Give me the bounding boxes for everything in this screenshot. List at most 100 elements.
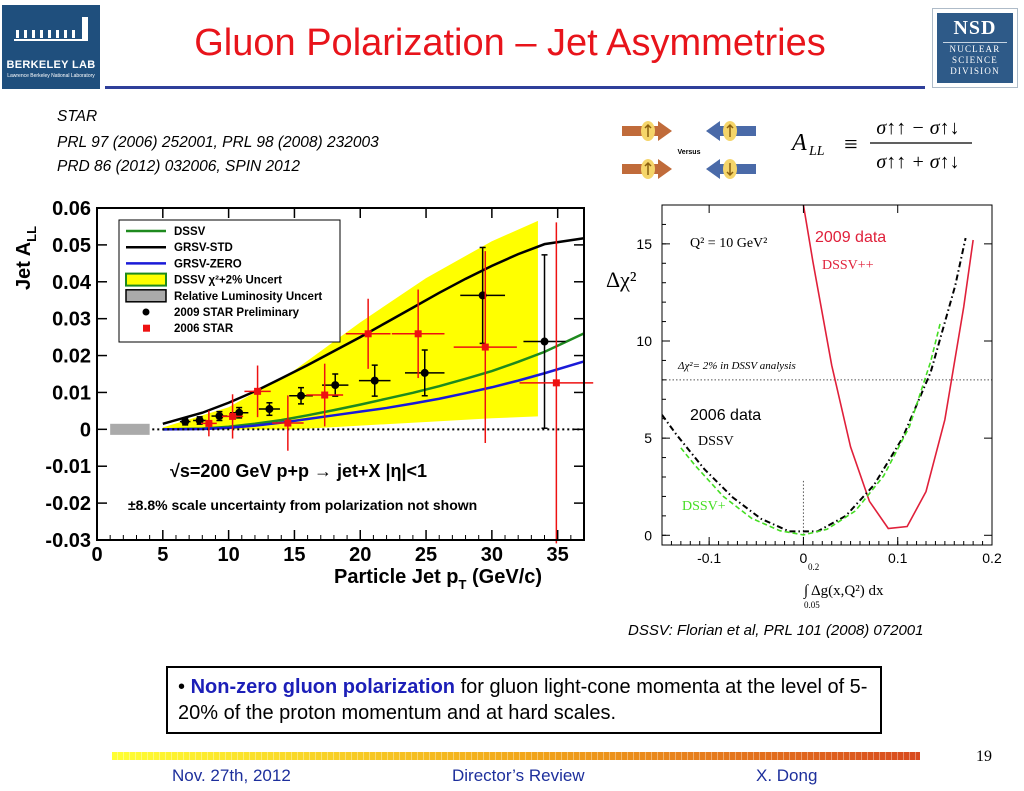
legend-label: GRSV-ZERO bbox=[174, 258, 242, 270]
y-axis-label-main: Jet A bbox=[13, 242, 35, 290]
x-tick-label: 15 bbox=[283, 544, 305, 566]
formula-lhs-sub: LL bbox=[808, 144, 825, 159]
reference-line-1: STAR bbox=[57, 108, 98, 125]
y-tick-label: 0.06 bbox=[52, 198, 91, 220]
curve-dssv bbox=[162, 332, 585, 431]
star-2006-point bbox=[306, 363, 344, 427]
x-axis-label-main: Particle Jet p bbox=[334, 566, 459, 588]
chi-curve-dssv bbox=[662, 237, 967, 533]
y-tick-label: 0.05 bbox=[52, 235, 91, 257]
marker bbox=[331, 381, 340, 390]
dssv-plus-plus-label: DSSV++ bbox=[822, 258, 874, 273]
y-tick-label: 0.04 bbox=[52, 272, 92, 294]
star-2009-point bbox=[322, 373, 349, 397]
y-tick-label: -0.01 bbox=[45, 456, 91, 478]
reference-line-3: PRD 86 (2012) 032006, SPIN 2012 bbox=[57, 158, 300, 175]
dssv-reference: DSSV: Florian et al, PRL 101 (2008) 0720… bbox=[628, 622, 924, 639]
formula-lhs: A bbox=[790, 130, 807, 156]
x-tick-label: 0 bbox=[91, 544, 102, 566]
chi-curve-dssvplus bbox=[680, 323, 941, 536]
x-axis-label-unit: (GeV/c) bbox=[466, 566, 542, 588]
legend-swatch bbox=[125, 272, 167, 287]
marker bbox=[420, 368, 429, 377]
legend-entry: GRSV-ZERO bbox=[126, 258, 242, 270]
same-helicity-collision bbox=[622, 121, 756, 141]
y-tick-label: 0.02 bbox=[52, 346, 91, 368]
legend-label: Relative Luminosity Uncert bbox=[174, 291, 322, 303]
chi-curve-dssvplusplus bbox=[802, 205, 974, 530]
bullet-marker: • bbox=[178, 676, 186, 698]
x-axis-label-sub: T bbox=[459, 577, 467, 590]
x-tick-label: 25 bbox=[415, 544, 437, 566]
y-tick-label: -0.03 bbox=[45, 530, 91, 552]
chi-x-tick-label: 0.1 bbox=[888, 550, 908, 566]
marker bbox=[552, 379, 560, 387]
x-tick-label: 10 bbox=[217, 544, 239, 566]
star-2006-point bbox=[222, 394, 244, 439]
nsd-logo-line-2: SCIENCE bbox=[952, 55, 998, 65]
y-tick-label: 0 bbox=[80, 419, 91, 441]
legend-entry: 2009 STAR Preliminary bbox=[142, 307, 300, 319]
footer-author: X. Dong bbox=[756, 766, 818, 785]
footer-gradient-bar bbox=[112, 752, 920, 760]
data-2006-annotation: 2006 data bbox=[690, 407, 761, 424]
logo-left-subtitle: Lawrence Berkeley National Laboratory bbox=[7, 73, 95, 79]
legend-entry: 2006 STAR bbox=[143, 323, 234, 335]
marker bbox=[370, 376, 379, 385]
nsd-logo-line-3: DIVISION bbox=[950, 66, 1000, 76]
marker bbox=[195, 416, 204, 425]
marker bbox=[540, 337, 549, 346]
marker bbox=[321, 391, 329, 399]
chi-y-axis-label: Δχ² bbox=[606, 267, 637, 292]
y-tick-label: 0.03 bbox=[52, 309, 91, 331]
legend-entry: DSSV bbox=[126, 226, 206, 238]
all-formula: A LL ≡ σ↑↑ − σ↑↓ σ↑↑ + σ↑↓ bbox=[790, 117, 972, 173]
marker bbox=[284, 419, 292, 427]
star-2006-point bbox=[200, 410, 217, 437]
chi-x-axis-label: 0.2 0.05 ∫ Δg(x,Q²) dx bbox=[803, 562, 884, 610]
legend-swatch bbox=[125, 289, 167, 303]
chi-x-tick-label: 0.2 bbox=[982, 550, 1002, 566]
marker bbox=[229, 412, 237, 420]
chi-y-tick-label: 10 bbox=[636, 333, 652, 349]
slide-title: Gluon Polarization – Jet Asymmetries bbox=[194, 22, 826, 64]
star-2006-point bbox=[391, 289, 445, 379]
curve-grsv-std bbox=[162, 237, 585, 426]
chi-plot-frame bbox=[661, 204, 993, 546]
formula-equiv: ≡ bbox=[844, 132, 858, 158]
dssv-curve-label: DSSV bbox=[698, 434, 734, 449]
footer-date: Nov. 27th, 2012 bbox=[172, 766, 291, 785]
y-tick-label: 0.01 bbox=[52, 382, 91, 404]
dssv-plus-label: DSSV+ bbox=[682, 499, 726, 514]
conclusion-box: • Non-zero gluon polarization for gluon … bbox=[166, 666, 882, 734]
marker bbox=[205, 419, 213, 427]
x-tick-label: 20 bbox=[349, 544, 371, 566]
nsd-logo: NSD NUCLEAR SCIENCE DIVISION bbox=[932, 8, 1018, 88]
scale-uncertainty-annotation: ±8.8% scale uncertainty from polarizatio… bbox=[128, 497, 477, 513]
star-2006-point bbox=[453, 251, 517, 443]
star-2006-point bbox=[345, 298, 391, 369]
star-2006-point bbox=[244, 365, 271, 418]
marker bbox=[297, 391, 306, 400]
chi-x-tick-label: 0 bbox=[800, 550, 808, 566]
berkeley-lab-emblem bbox=[14, 17, 88, 41]
marker bbox=[215, 412, 224, 421]
legend-swatch bbox=[142, 308, 150, 316]
threshold-annotation: Δχ²= 2% in DSSV analysis bbox=[677, 360, 796, 372]
marker bbox=[265, 405, 274, 414]
nsd-logo-title: NSD bbox=[953, 17, 997, 39]
formula-numerator: σ↑↑ − σ↑↓ bbox=[876, 117, 959, 139]
curve-grsv-zero bbox=[162, 360, 585, 431]
x-tick-label: 30 bbox=[481, 544, 503, 566]
star-2009-point bbox=[404, 349, 445, 397]
chi-y-tick-label: 5 bbox=[644, 430, 652, 446]
star-2009-point bbox=[258, 402, 280, 417]
integral-expression: ∫ Δg(x,Q²) dx bbox=[803, 583, 884, 599]
page-number: 19 bbox=[976, 748, 992, 765]
marker bbox=[481, 343, 489, 351]
star-2009-point bbox=[358, 364, 391, 397]
legend-label: 2006 STAR bbox=[174, 323, 234, 335]
marker bbox=[235, 408, 244, 417]
opposite-helicity-collision bbox=[622, 159, 756, 179]
